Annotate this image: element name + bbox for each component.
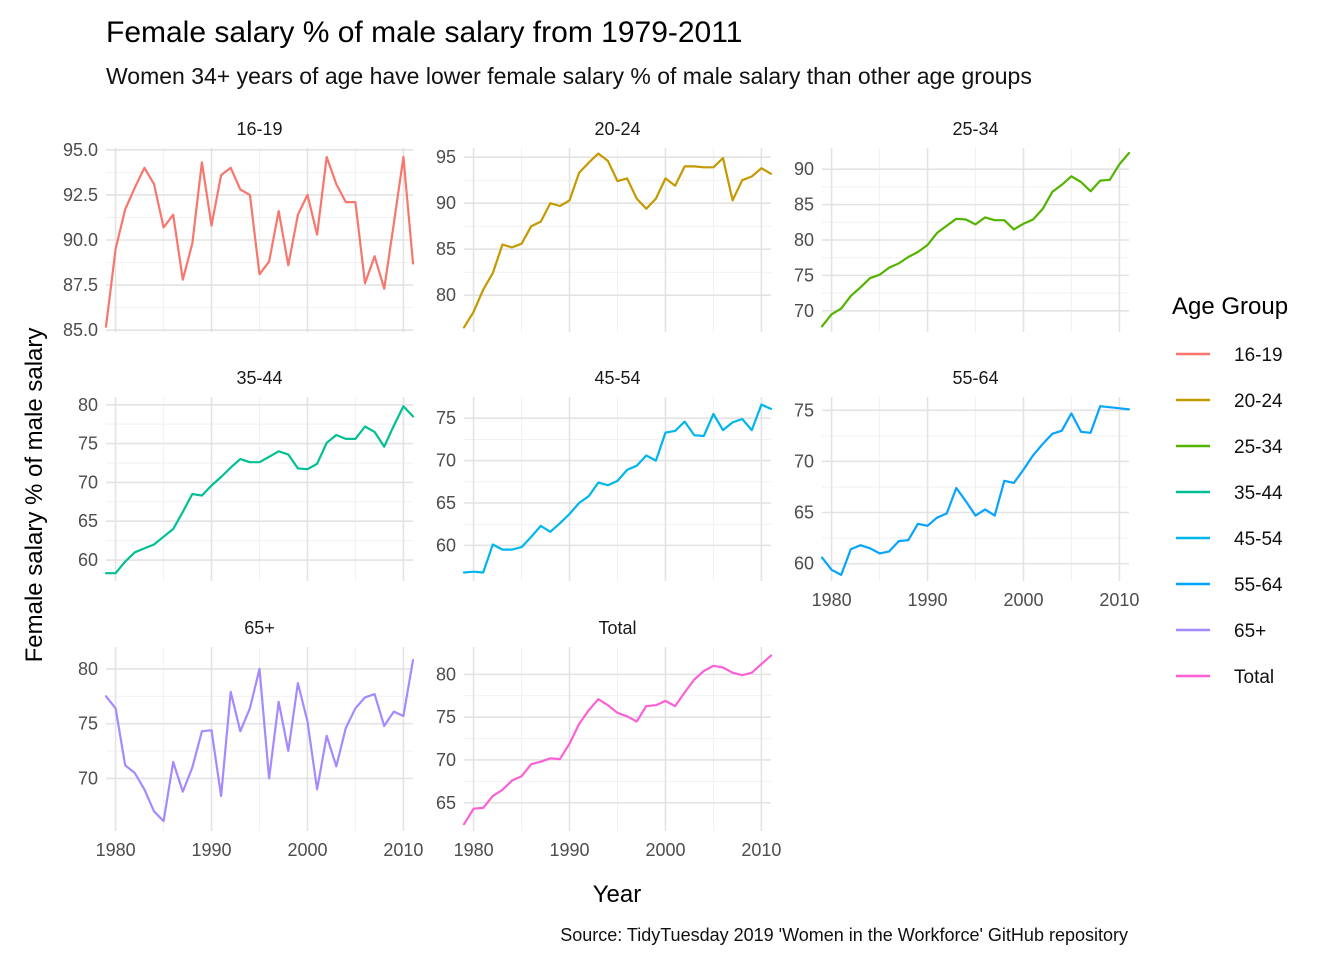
- facet-panel-45-54: 45-54 60 65 70 75: [436, 368, 773, 581]
- y-tick-label: 80: [78, 659, 98, 679]
- series-line-35-44: [104, 405, 415, 575]
- y-tick-label: 70: [78, 472, 98, 492]
- x-tick-label: 2010: [1099, 590, 1139, 610]
- x-tick-label: 1990: [550, 840, 590, 860]
- legend-item-55-64: 55-64: [1176, 575, 1283, 596]
- legend-label: 45-54: [1234, 529, 1283, 550]
- y-tick-label: 80: [436, 664, 456, 684]
- facet-panel-65: 65+ 70 75 80 1980 1990 2000 2010: [78, 618, 423, 860]
- x-tick-label: 2000: [1003, 590, 1043, 610]
- facet-strip-label: 25-34: [952, 119, 998, 139]
- y-tick-label: 65: [794, 503, 814, 523]
- legend-item-65: 65+: [1176, 621, 1266, 642]
- facet-strip-label: 65+: [244, 618, 275, 638]
- y-tick-label: 80: [794, 230, 814, 250]
- x-tick-label: 1990: [192, 840, 232, 860]
- y-tick-label: 95: [436, 147, 456, 167]
- y-tick-label: 87.5: [63, 275, 98, 295]
- x-tick-label: 1980: [812, 590, 852, 610]
- legend-item-16-19: 16-19: [1176, 345, 1283, 366]
- y-tick-label: 60: [794, 554, 814, 574]
- y-tick-label: 80: [436, 285, 456, 305]
- y-tick-label: 65: [436, 493, 456, 513]
- facet-panel-20-24: 20-24 80 85 90 95: [436, 119, 773, 332]
- series-line-16-19: [104, 155, 415, 328]
- facet-strip-label: 55-64: [952, 368, 998, 388]
- y-tick-label: 75: [78, 714, 98, 734]
- x-tick-label: 2000: [287, 840, 327, 860]
- facet-panel-total: Total 65 70 75 80 1980 1990 2000 2010: [436, 618, 781, 860]
- y-tick-label: 70: [436, 451, 456, 471]
- y-tick-label: 85.0: [63, 320, 98, 340]
- legend-item-20-24: 20-24: [1176, 391, 1283, 412]
- y-tick-label: 85: [794, 195, 814, 215]
- y-tick-label: 65: [78, 511, 98, 531]
- series-line-65: [104, 659, 415, 823]
- y-tick-label: 75: [794, 400, 814, 420]
- facet-strip-label: 35-44: [236, 368, 282, 388]
- legend: Age Group 16-19 20-24 25-34 35-44 45-54 55-64…: [1172, 293, 1288, 688]
- legend-item-total: Total: [1176, 667, 1274, 688]
- y-tick-label: 90.0: [63, 230, 98, 250]
- series-line-25-34: [820, 151, 1131, 328]
- facet-panel-16-19: 16-19 85.0 87.5 90.0 92.5 95.0: [63, 119, 415, 340]
- series-line-total: [462, 654, 773, 826]
- x-tick-label: 2000: [645, 840, 685, 860]
- series-line-45-54: [462, 403, 773, 574]
- chart-subtitle: Women 34+ years of age have lower female…: [106, 63, 1032, 89]
- y-tick-label: 70: [78, 768, 98, 788]
- chart-title: Female salary % of male salary from 1979…: [106, 16, 742, 49]
- y-tick-label: 60: [78, 550, 98, 570]
- y-tick-label: 90: [794, 159, 814, 179]
- y-tick-label: 70: [794, 451, 814, 471]
- x-axis-title: Year: [593, 881, 642, 908]
- legend-item-25-34: 25-34: [1176, 437, 1283, 458]
- y-tick-label: 92.5: [63, 185, 98, 205]
- y-tick-label: 75: [794, 265, 814, 285]
- facet-strip-label: 45-54: [594, 368, 640, 388]
- x-tick-label: 2010: [383, 840, 423, 860]
- y-tick-label: 80: [78, 395, 98, 415]
- y-tick-label: 85: [436, 239, 456, 259]
- y-tick-label: 75: [436, 707, 456, 727]
- facet-panels: 16-19 85.0 87.5 90.0 92.5 95.0 20-24 80 85 90 95 25…: [63, 119, 1139, 860]
- legend-label: 16-19: [1234, 345, 1283, 366]
- facet-strip-label: 16-19: [236, 119, 282, 139]
- legend-item-35-44: 35-44: [1176, 483, 1283, 504]
- legend-label: Total: [1234, 667, 1274, 688]
- x-tick-label: 1980: [454, 840, 494, 860]
- legend-label: 20-24: [1234, 391, 1283, 412]
- legend-label: 65+: [1234, 621, 1266, 642]
- series-line-55-64: [820, 405, 1131, 576]
- x-tick-label: 2010: [741, 840, 781, 860]
- facet-strip-label: 20-24: [594, 119, 640, 139]
- legend-item-45-54: 45-54: [1176, 529, 1283, 550]
- facet-panel-35-44: 35-44 60 65 70 75 80: [78, 368, 415, 581]
- facet-strip-label: Total: [598, 618, 636, 638]
- y-tick-label: 95.0: [63, 140, 98, 160]
- facet-panel-55-64: 55-64 60 65 70 75 1980 1990 2000 2010: [794, 368, 1139, 610]
- y-tick-label: 90: [436, 193, 456, 213]
- y-tick-label: 60: [436, 535, 456, 555]
- series-line-20-24: [462, 152, 773, 329]
- y-tick-label: 70: [436, 750, 456, 770]
- y-tick-label: 75: [78, 434, 98, 454]
- legend-label: 35-44: [1234, 483, 1283, 504]
- legend-label: 55-64: [1234, 575, 1283, 596]
- legend-label: 25-34: [1234, 437, 1283, 458]
- y-tick-label: 65: [436, 793, 456, 813]
- facet-panel-25-34: 25-34 70 75 80 85 90: [794, 119, 1131, 332]
- y-tick-label: 75: [436, 408, 456, 428]
- chart-caption: Source: TidyTuesday 2019 'Women in the W…: [560, 925, 1128, 945]
- x-tick-label: 1990: [908, 590, 948, 610]
- y-axis-title: Female salary % of male salary: [21, 328, 48, 663]
- x-tick-label: 1980: [96, 840, 136, 860]
- y-tick-label: 70: [794, 301, 814, 321]
- legend-title: Age Group: [1172, 293, 1288, 320]
